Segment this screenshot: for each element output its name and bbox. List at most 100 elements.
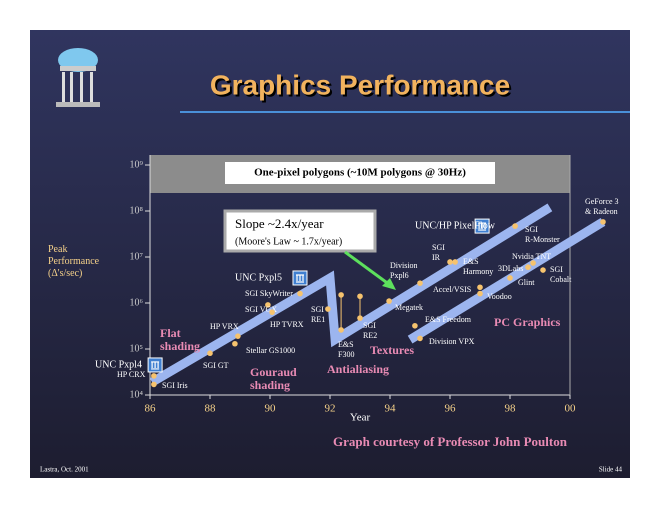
point-label: Stellar GS1000 [246, 346, 295, 355]
point [207, 350, 213, 357]
point-label-line: SGI [432, 243, 445, 252]
point-label: E&S Freedom [425, 315, 472, 324]
point-label-line: HP VRX [210, 322, 239, 331]
trend-band [149, 203, 553, 387]
point [232, 340, 238, 347]
point-label-line: F300 [338, 350, 354, 359]
pc-label: PC Graphics [494, 315, 561, 329]
system-icon-glyph [151, 361, 160, 370]
point [269, 309, 275, 316]
point-label: SGI VGX [245, 305, 277, 314]
point-label: SGI IR [432, 243, 445, 262]
moore-label: (Moore's Law ~ 1.7x/year) [235, 236, 342, 247]
point-label: HP CRX [117, 370, 146, 379]
point-label-line: RE2 [363, 331, 377, 340]
antialiasing-label: Antialiasing [327, 362, 389, 376]
y-tick-label: 10⁹ [130, 159, 144, 170]
y-tick-label: 10⁶ [130, 297, 144, 308]
point-label-line: 3DLabs [498, 264, 523, 273]
point-label-line: Megatek [395, 303, 423, 312]
credit: Graph courtesy of Professor John Poulton [333, 434, 568, 449]
point-label-line: Division VPX [429, 337, 475, 346]
point-label-line: Division [390, 261, 418, 270]
point [540, 267, 546, 273]
point-label: Glint [518, 278, 535, 287]
y-tick-label: 10⁸ [130, 205, 144, 216]
point-label: Division VPX [429, 337, 475, 346]
slope-box [223, 209, 377, 253]
point-label-line: SGI Iris [162, 381, 188, 390]
point-label-line: Accel/VSIS [433, 285, 471, 294]
point-label-line: GeForce 3 [585, 197, 619, 206]
point-label-line: Glint [518, 278, 535, 287]
plot: 10⁴ 10⁵ 10⁶ 10⁷ 10⁸ 10⁹ 86 88 90 92 94 96 98 00 SGI Ir… [95, 155, 619, 415]
point-label: Division Pxpl6 [390, 261, 418, 280]
point [417, 280, 423, 286]
point [417, 335, 423, 342]
point [530, 260, 536, 266]
point-label-line: Stellar GS1000 [246, 346, 295, 355]
x-tick-label: 88 [205, 403, 217, 415]
point-label-line: Nvidia TNT [512, 252, 551, 261]
point [338, 327, 344, 333]
point-label-line: SGI [363, 321, 376, 330]
trend-band [407, 218, 606, 344]
slope-label: Slope ~2.4x/year [235, 216, 324, 231]
system-label: UNC Pxpl4 [95, 359, 142, 370]
point-label: Nvidia TNT [512, 252, 551, 261]
point-label-line: SGI [311, 305, 324, 314]
title-shadow: Graphics Performance [212, 71, 512, 102]
point-label: Voodoo [487, 292, 512, 301]
point-label-line: E&S Freedom [425, 315, 472, 324]
point-label-line: SGI VGX [245, 305, 277, 314]
point [512, 223, 518, 229]
slide-title: Graphics Performance [210, 69, 510, 100]
footer-right: Slide 44 [599, 466, 623, 474]
point-label-line: E&S [463, 257, 479, 266]
point [338, 292, 344, 298]
point-label-line: Harmony [463, 267, 493, 276]
x-axis-label: Year [350, 412, 371, 424]
point [386, 298, 392, 304]
y-axis-label: Peak Performance (Δ's/sec) [48, 244, 100, 279]
point-label: SGI GT [203, 361, 229, 370]
slide-background [30, 30, 630, 478]
point [447, 259, 453, 265]
point [507, 275, 513, 281]
point-label: SGI Iris [162, 381, 188, 390]
arrow [344, 250, 391, 287]
y-tick-label: 10⁴ [130, 389, 144, 400]
x-tick-label: 90 [265, 403, 277, 415]
system-label: UNC/HP PixelFlow [415, 220, 496, 231]
point-label: HP VRX [210, 322, 239, 331]
point-label: E&S Harmony [463, 257, 493, 276]
band-label: One-pixel polygons (~10M polygons @ 30Hz… [254, 167, 466, 179]
gouraud-label: Gouraud shading [250, 365, 297, 392]
point-label-line: SGI SkyWriter [245, 289, 293, 298]
point [525, 264, 531, 271]
y-tick-label: 10⁵ [130, 343, 144, 354]
point [477, 290, 483, 297]
point-label-line: IR [432, 253, 441, 262]
flat-label: Flat shading [160, 326, 200, 353]
x-tick-label: 96 [445, 403, 457, 415]
point [600, 219, 606, 225]
point-label-line: SGI GT [203, 361, 229, 370]
point-label-line: SGI [550, 265, 563, 274]
x-tick-label: 86 [145, 403, 157, 415]
point-label: SGI RE1 [311, 305, 325, 324]
point-label: GeForce 3 & Radeon [585, 197, 619, 216]
point [151, 373, 157, 379]
point-label: SGI R-Monster [525, 225, 560, 244]
point-label: E&S F300 [338, 340, 354, 359]
point-label: SGI RE2 [363, 321, 377, 340]
system-icon-glyph [296, 274, 304, 283]
point [357, 315, 363, 321]
point [452, 259, 458, 265]
point-label-line: SGI [525, 225, 538, 234]
point-label-line: HP TVRX [270, 320, 304, 329]
point-label-line: Pxpl6 [390, 271, 409, 280]
point-label: 3DLabs [498, 264, 523, 273]
point-label-line: Cobalt [550, 275, 572, 284]
